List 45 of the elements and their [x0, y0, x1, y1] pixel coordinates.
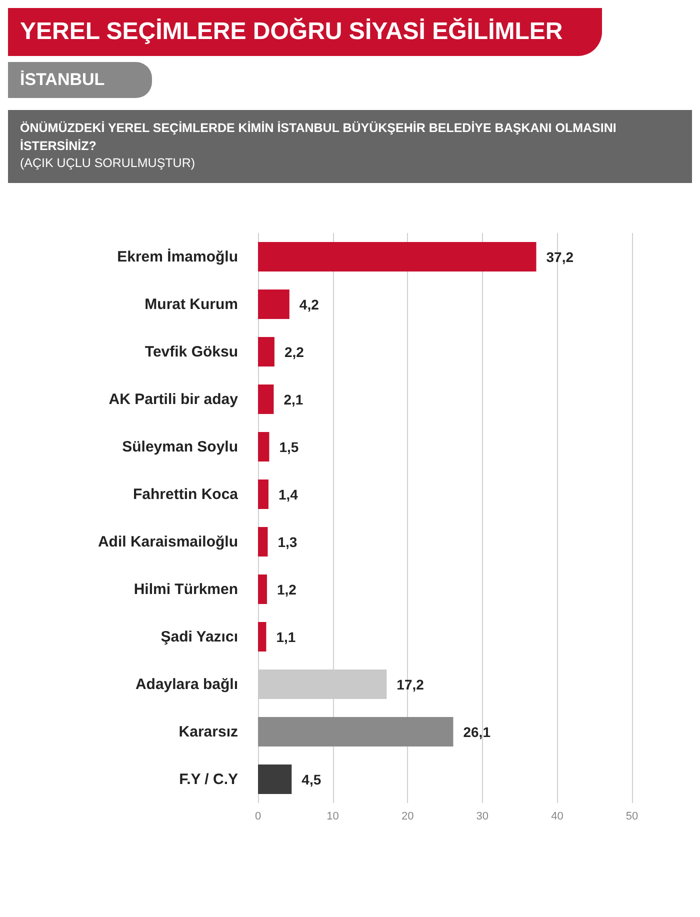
y-tick-label: Kararsız — [178, 722, 238, 740]
y-tick-label: Murat Kurum — [144, 295, 238, 312]
y-tick-label: Tevfik Göksu — [144, 342, 238, 360]
data-label: 1,4 — [278, 486, 298, 502]
y-tick-label: Adaylara bağlı — [135, 675, 238, 692]
text: İSTANBUL — [8, 62, 152, 98]
data-label: 37,2 — [546, 248, 574, 264]
data-label: 1,2 — [276, 580, 297, 597]
x-tick-label: 30 — [476, 810, 489, 822]
y-tick-label: AK Partili bir aday — [108, 390, 239, 408]
data-label: 1,3 — [278, 533, 298, 550]
bar — [258, 716, 454, 746]
x-tick-label: 50 — [626, 810, 638, 822]
bar — [258, 526, 268, 556]
bar — [258, 336, 274, 366]
data-label: 26,1 — [463, 723, 491, 740]
x-tick-label: 10 — [326, 810, 339, 822]
data-label: 17,2 — [396, 676, 424, 692]
x-tick-label: 0 — [254, 810, 262, 822]
bar — [258, 432, 270, 461]
data-label: 2,1 — [284, 390, 304, 407]
x-tick-label: 40 — [551, 810, 564, 822]
y-tick-label: Adil Karaismailoğlu — [98, 532, 238, 550]
y-tick-label: Fahrettin Koca — [132, 485, 239, 502]
data-label: 2,2 — [284, 343, 304, 360]
text: (AÇIK UÇLU SORULMUŞTUR) — [20, 155, 196, 172]
chart-title: YEREL SEÇİMLERE DOĞRU SİYASİ EĞİLİMLER — [8, 8, 602, 56]
x-tick-label: 20 — [401, 810, 414, 822]
bar — [258, 764, 292, 794]
y-tick-label: Ekrem İmamoğlu — [117, 248, 238, 265]
data-label: 1,1 — [276, 628, 296, 644]
data-label: 1,5 — [279, 438, 299, 454]
data-label: 4,2 — [299, 296, 320, 312]
y-tick-label: Hilmi Türkmen — [134, 580, 238, 598]
bar — [258, 289, 290, 318]
bar — [258, 574, 267, 604]
bar — [258, 622, 266, 651]
bar — [258, 479, 268, 508]
bar — [258, 384, 274, 414]
y-tick-label: Süleyman Soylu — [122, 438, 238, 455]
text: ÖNÜMÜZDEKİ YEREL SEÇİMLERDE KİMİN İSTANBUL BÜYÜKŞEHİR BELEDİYE BAŞKANI OLMASINI İSTERSİNİZ? — [20, 120, 618, 154]
y-tick-label: Şadi Yazıcı — [160, 628, 238, 645]
y-tick-label: F.Y / C.Y — [179, 770, 238, 788]
bar — [258, 242, 536, 271]
data-label: 4,5 — [302, 770, 322, 787]
